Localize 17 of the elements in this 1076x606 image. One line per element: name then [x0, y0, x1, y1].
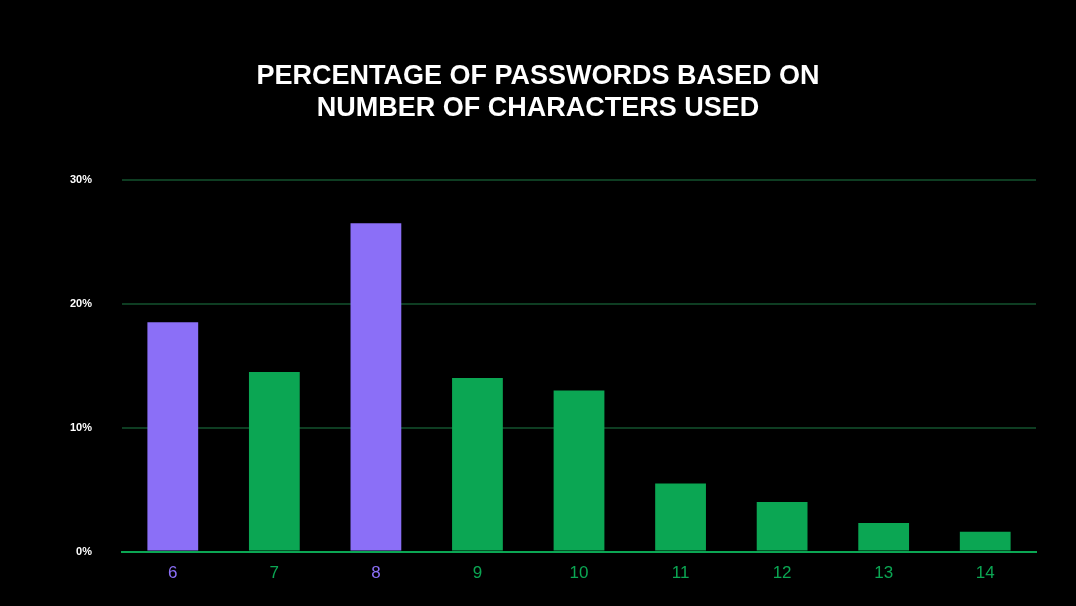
x-tick-label: 8 [371, 563, 381, 583]
bar [350, 223, 402, 551]
x-tick-label: 14 [975, 563, 995, 583]
x-tick-label: 9 [472, 563, 483, 583]
x-tick-label: 10 [569, 563, 589, 583]
x-tick-label: 7 [269, 563, 280, 583]
y-tick-label: 20% [69, 296, 93, 309]
x-tick-label: 6 [168, 563, 178, 583]
text: NUMBER OF CHARACTERS USED [316, 92, 760, 123]
y-tick-label: 0% [76, 544, 93, 557]
x-tick-label: 13 [874, 563, 894, 583]
x-tick-label: 12 [772, 563, 792, 583]
x-tick-label: 11 [671, 563, 690, 583]
y-tick-label: 10% [69, 420, 93, 433]
y-tick-label: 30% [69, 172, 93, 185]
bar [147, 322, 199, 551]
text: PERCENTAGE OF PASSWORDS BASED ON [256, 59, 820, 90]
